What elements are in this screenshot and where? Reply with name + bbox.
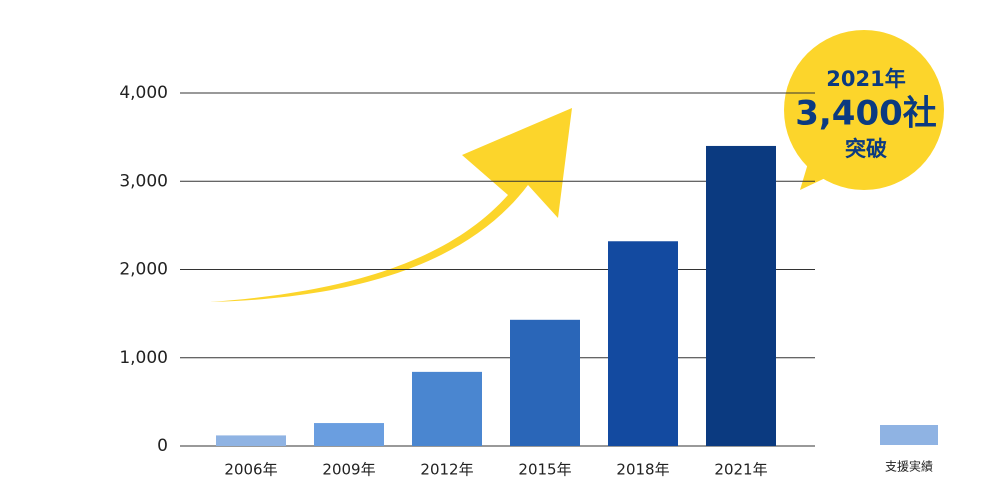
callout-text: 突破: [845, 137, 887, 161]
y-tick-label: 2,000: [119, 260, 168, 280]
x-tick-label: 2012年: [420, 461, 473, 479]
callout-value: 3,400社: [795, 94, 937, 134]
x-tick-label: 2015年: [518, 461, 571, 479]
callout-year: 2021年: [826, 67, 905, 91]
growth-arrow: [210, 108, 572, 302]
x-tick-label: 2006年: [224, 461, 277, 479]
legend-label: 支援実績: [885, 459, 933, 474]
bar: [216, 435, 286, 446]
bar: [412, 371, 482, 446]
bar: [314, 423, 384, 446]
y-tick-label: 0: [157, 436, 168, 456]
y-tick-label: 1,000: [119, 348, 168, 368]
x-tick-label: 2009年: [322, 461, 375, 479]
bar: [608, 241, 678, 446]
bar: [706, 145, 776, 446]
callout-circle: [784, 30, 944, 190]
legend-swatch: [880, 425, 938, 445]
x-tick-label: 2018年: [616, 461, 669, 479]
x-tick-label: 2021年: [714, 461, 767, 479]
callout-bubble: 2021年 3,400社 突破: [784, 30, 944, 190]
y-tick-label: 4,000: [119, 83, 168, 103]
y-tick-label: 3,000: [119, 171, 168, 191]
bar: [510, 319, 580, 446]
